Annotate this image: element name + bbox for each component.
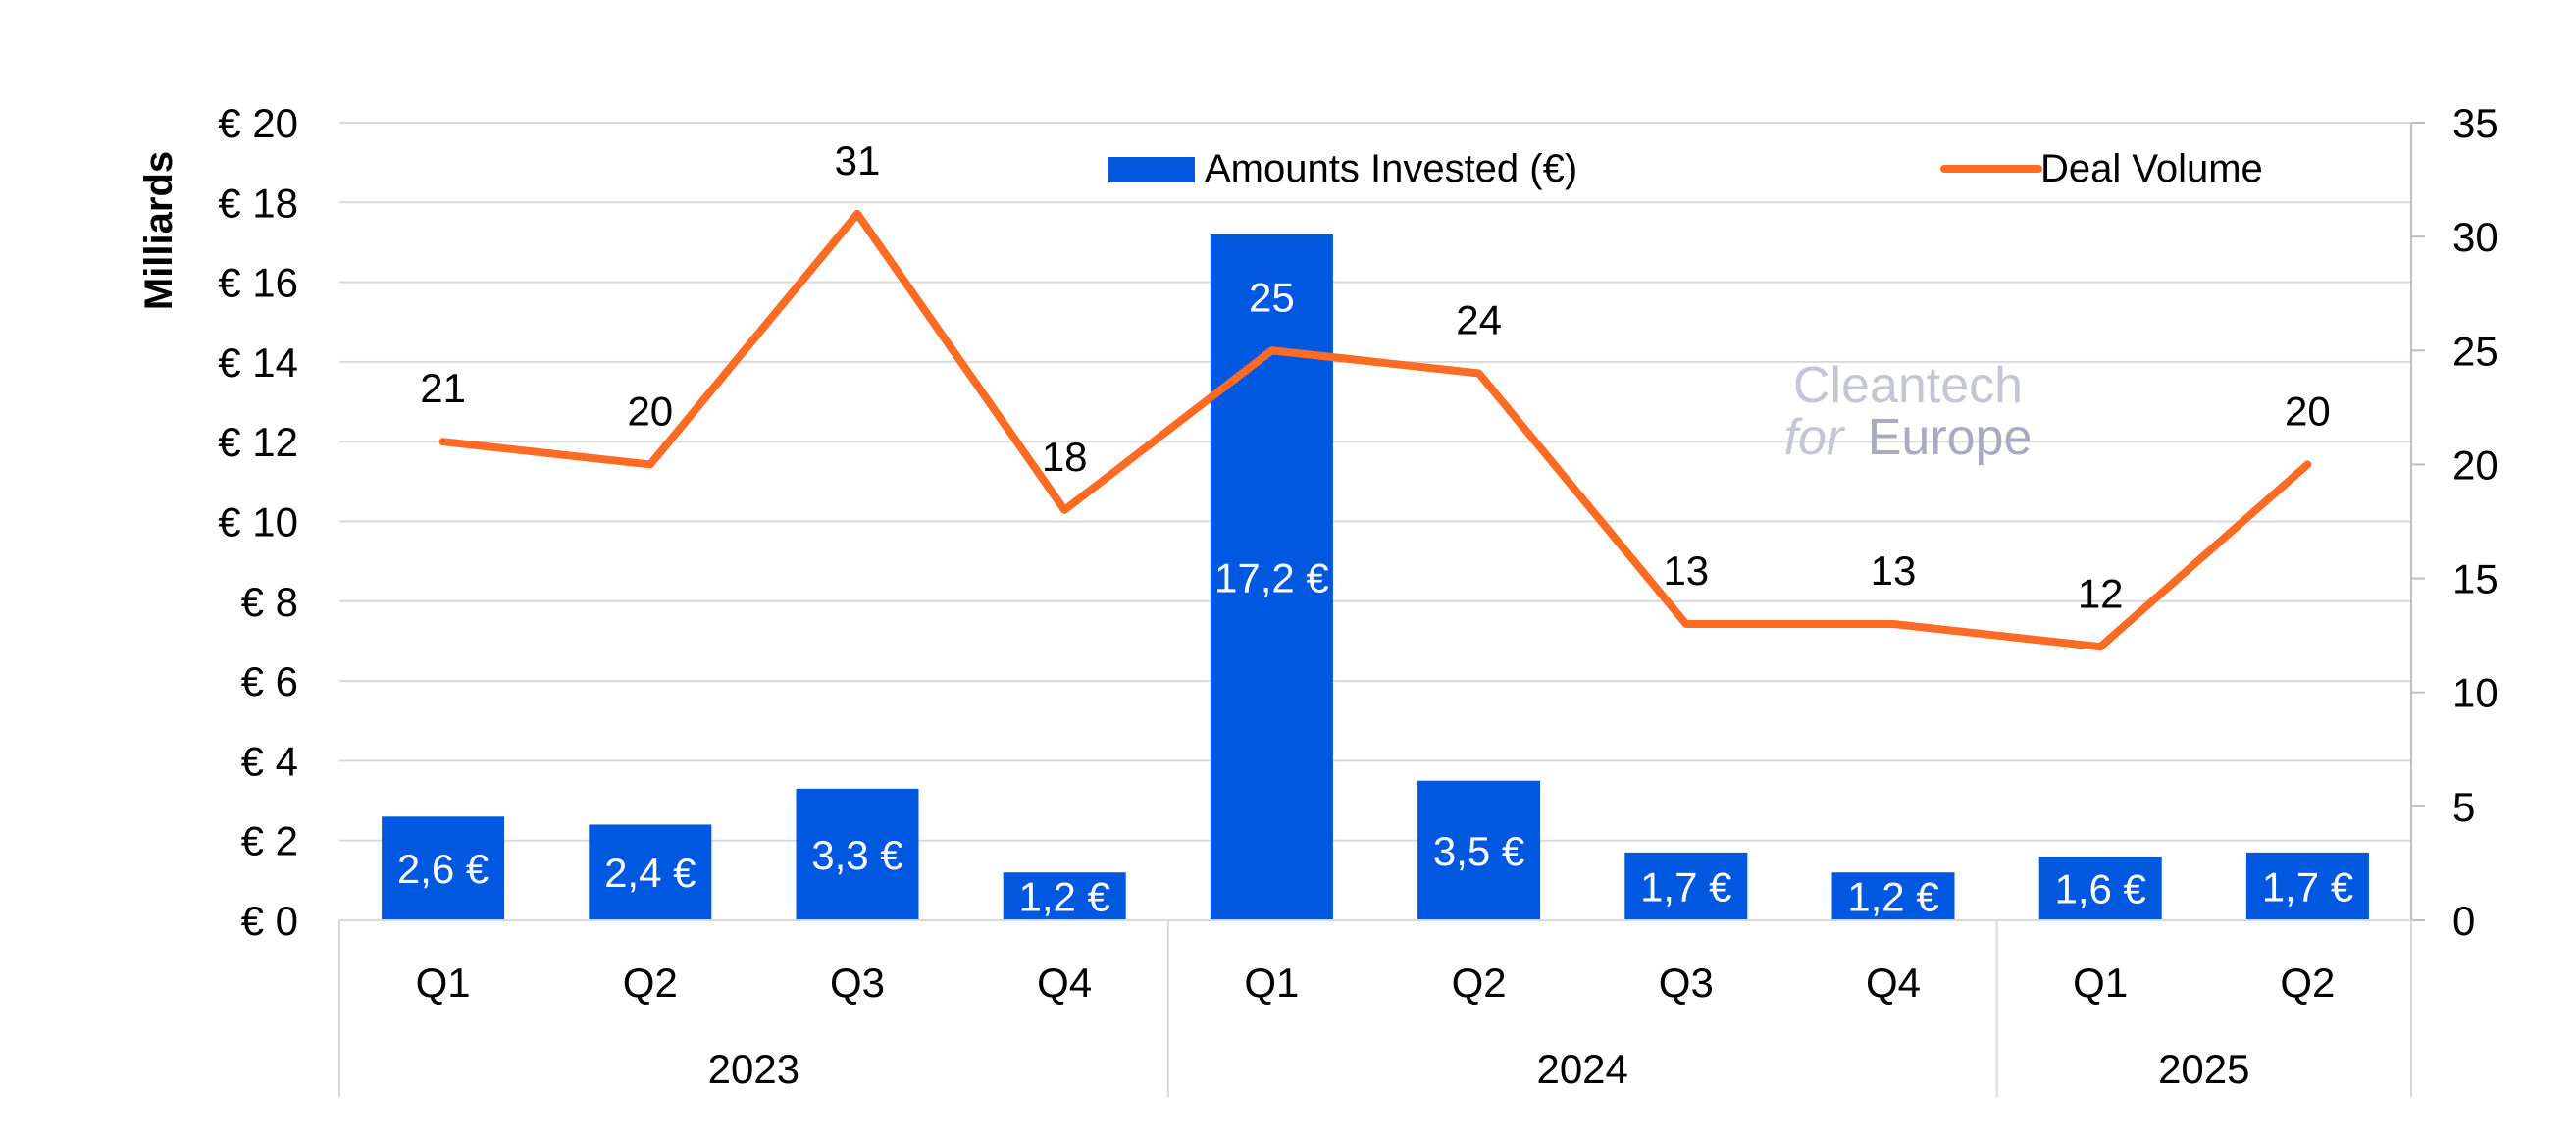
y-right-tick-label: 10 (2452, 670, 2499, 716)
bar (1831, 872, 1955, 920)
line-data-label: 25 (1249, 274, 1295, 320)
y-left-tick-label: € 16 (218, 260, 298, 306)
line-data-label: 18 (1042, 434, 1088, 480)
y-right-tick-label: 30 (2452, 214, 2499, 260)
y-left-tick-label: € 20 (218, 100, 298, 146)
y-left-tick-label: € 10 (218, 499, 298, 545)
bar-series (382, 234, 2369, 920)
x-tick-label: Q2 (2280, 960, 2335, 1006)
x-tick-label: Q4 (1037, 960, 1092, 1006)
gridlines (339, 122, 2411, 842)
bar (1624, 852, 1748, 920)
watermark-logo: Cleantech for Europe (1784, 357, 2033, 466)
x-group-label: 2023 (708, 1046, 799, 1092)
legend: Amounts Invested (€) Deal Volume (1108, 147, 2263, 190)
line-data-label: 31 (835, 137, 881, 183)
line-data-label: 12 (2078, 570, 2124, 616)
watermark-line2-prefix: for (1784, 409, 1846, 466)
y-left-tick-label: € 0 (241, 898, 298, 944)
bar-data-label: 1,7 € (2262, 863, 2353, 909)
line-data-label: 13 (1663, 547, 1709, 594)
y-right-tick-label: 0 (2452, 898, 2475, 944)
y-right-tick-label: 35 (2452, 100, 2499, 146)
bar (1003, 872, 1126, 920)
x-tick-label: Q2 (623, 960, 678, 1006)
y-right-tick-label: 15 (2452, 556, 2499, 602)
x-tick-label: Q1 (416, 960, 471, 1006)
y-right-tick-label: 25 (2452, 328, 2499, 374)
bar (1417, 780, 1541, 920)
legend-swatch-amounts (1108, 157, 1195, 182)
bar-data-label: 1,2 € (1847, 874, 1938, 920)
bar (2245, 852, 2369, 920)
y-left-tick-label: € 2 (241, 818, 298, 864)
legend-label-amounts: Amounts Invested (€) (1205, 147, 1577, 190)
x-group-label: 2025 (2158, 1046, 2249, 1092)
x-tick-label: Q2 (1452, 960, 1507, 1006)
y-right-tick-label: 20 (2452, 441, 2499, 488)
watermark-line2-main: Europe (1868, 409, 2033, 466)
line-data-label: 20 (2285, 388, 2331, 434)
y-right-tick-label: 5 (2452, 784, 2475, 830)
bar-data-label: 3,5 € (1433, 828, 1524, 874)
line-data-label: 13 (1871, 547, 1917, 594)
y-axis-left-label: Milliards (137, 151, 180, 310)
bar-data-label: 17,2 € (1214, 554, 1329, 600)
y-left-tick-label: € 8 (241, 579, 298, 625)
bar-data-label: 1,7 € (1640, 863, 1731, 909)
y-left-tick-label: € 18 (218, 180, 298, 226)
bar-data-label: 2,6 € (397, 846, 489, 892)
bar-data-label: 2,4 € (604, 850, 696, 896)
line-data-label: 24 (1456, 297, 1502, 343)
x-tick-label: Q3 (1659, 960, 1714, 1006)
bar (796, 788, 919, 920)
watermark-line1: Cleantech (1793, 357, 2023, 414)
bar (2038, 856, 2162, 920)
bar-data-label: 1,2 € (1018, 874, 1109, 920)
deal-volume-line (438, 209, 2312, 651)
y-left-tick-label: € 14 (218, 339, 298, 386)
y-left-tick-label: € 4 (241, 738, 298, 784)
y-left-tick-label: € 12 (218, 419, 298, 465)
bar-data-label: 3,3 € (811, 832, 902, 878)
line-data-label: 20 (627, 388, 673, 434)
y-left-tick-label: € 6 (241, 658, 298, 704)
bar (589, 824, 712, 920)
x-group-label: 2024 (1536, 1046, 1627, 1092)
x-tick-label: Q4 (1866, 960, 1921, 1006)
x-tick-label: Q1 (2073, 960, 2128, 1006)
data-labels: 2,6 € 2,4 € 3,3 € 1,2 € 17,2 € 3,5 € 1,7 € 1,2 … (397, 137, 2353, 920)
legend-label-deal-volume: Deal Volume (2040, 147, 2263, 190)
x-tick-label: Q1 (1244, 960, 1299, 1006)
bar (382, 816, 505, 920)
x-tick-label: Q3 (830, 960, 885, 1006)
watermark-line2: for Europe (1784, 409, 2033, 466)
line-data-label: 21 (420, 365, 466, 411)
bar-data-label: 1,6 € (2054, 865, 2145, 911)
line-series (438, 209, 2312, 651)
axes: € 0 € 2 € 4 € 6 € 8 € 10 € 12 € 14 € 16 € 18 € 20 0… (218, 100, 2499, 1097)
